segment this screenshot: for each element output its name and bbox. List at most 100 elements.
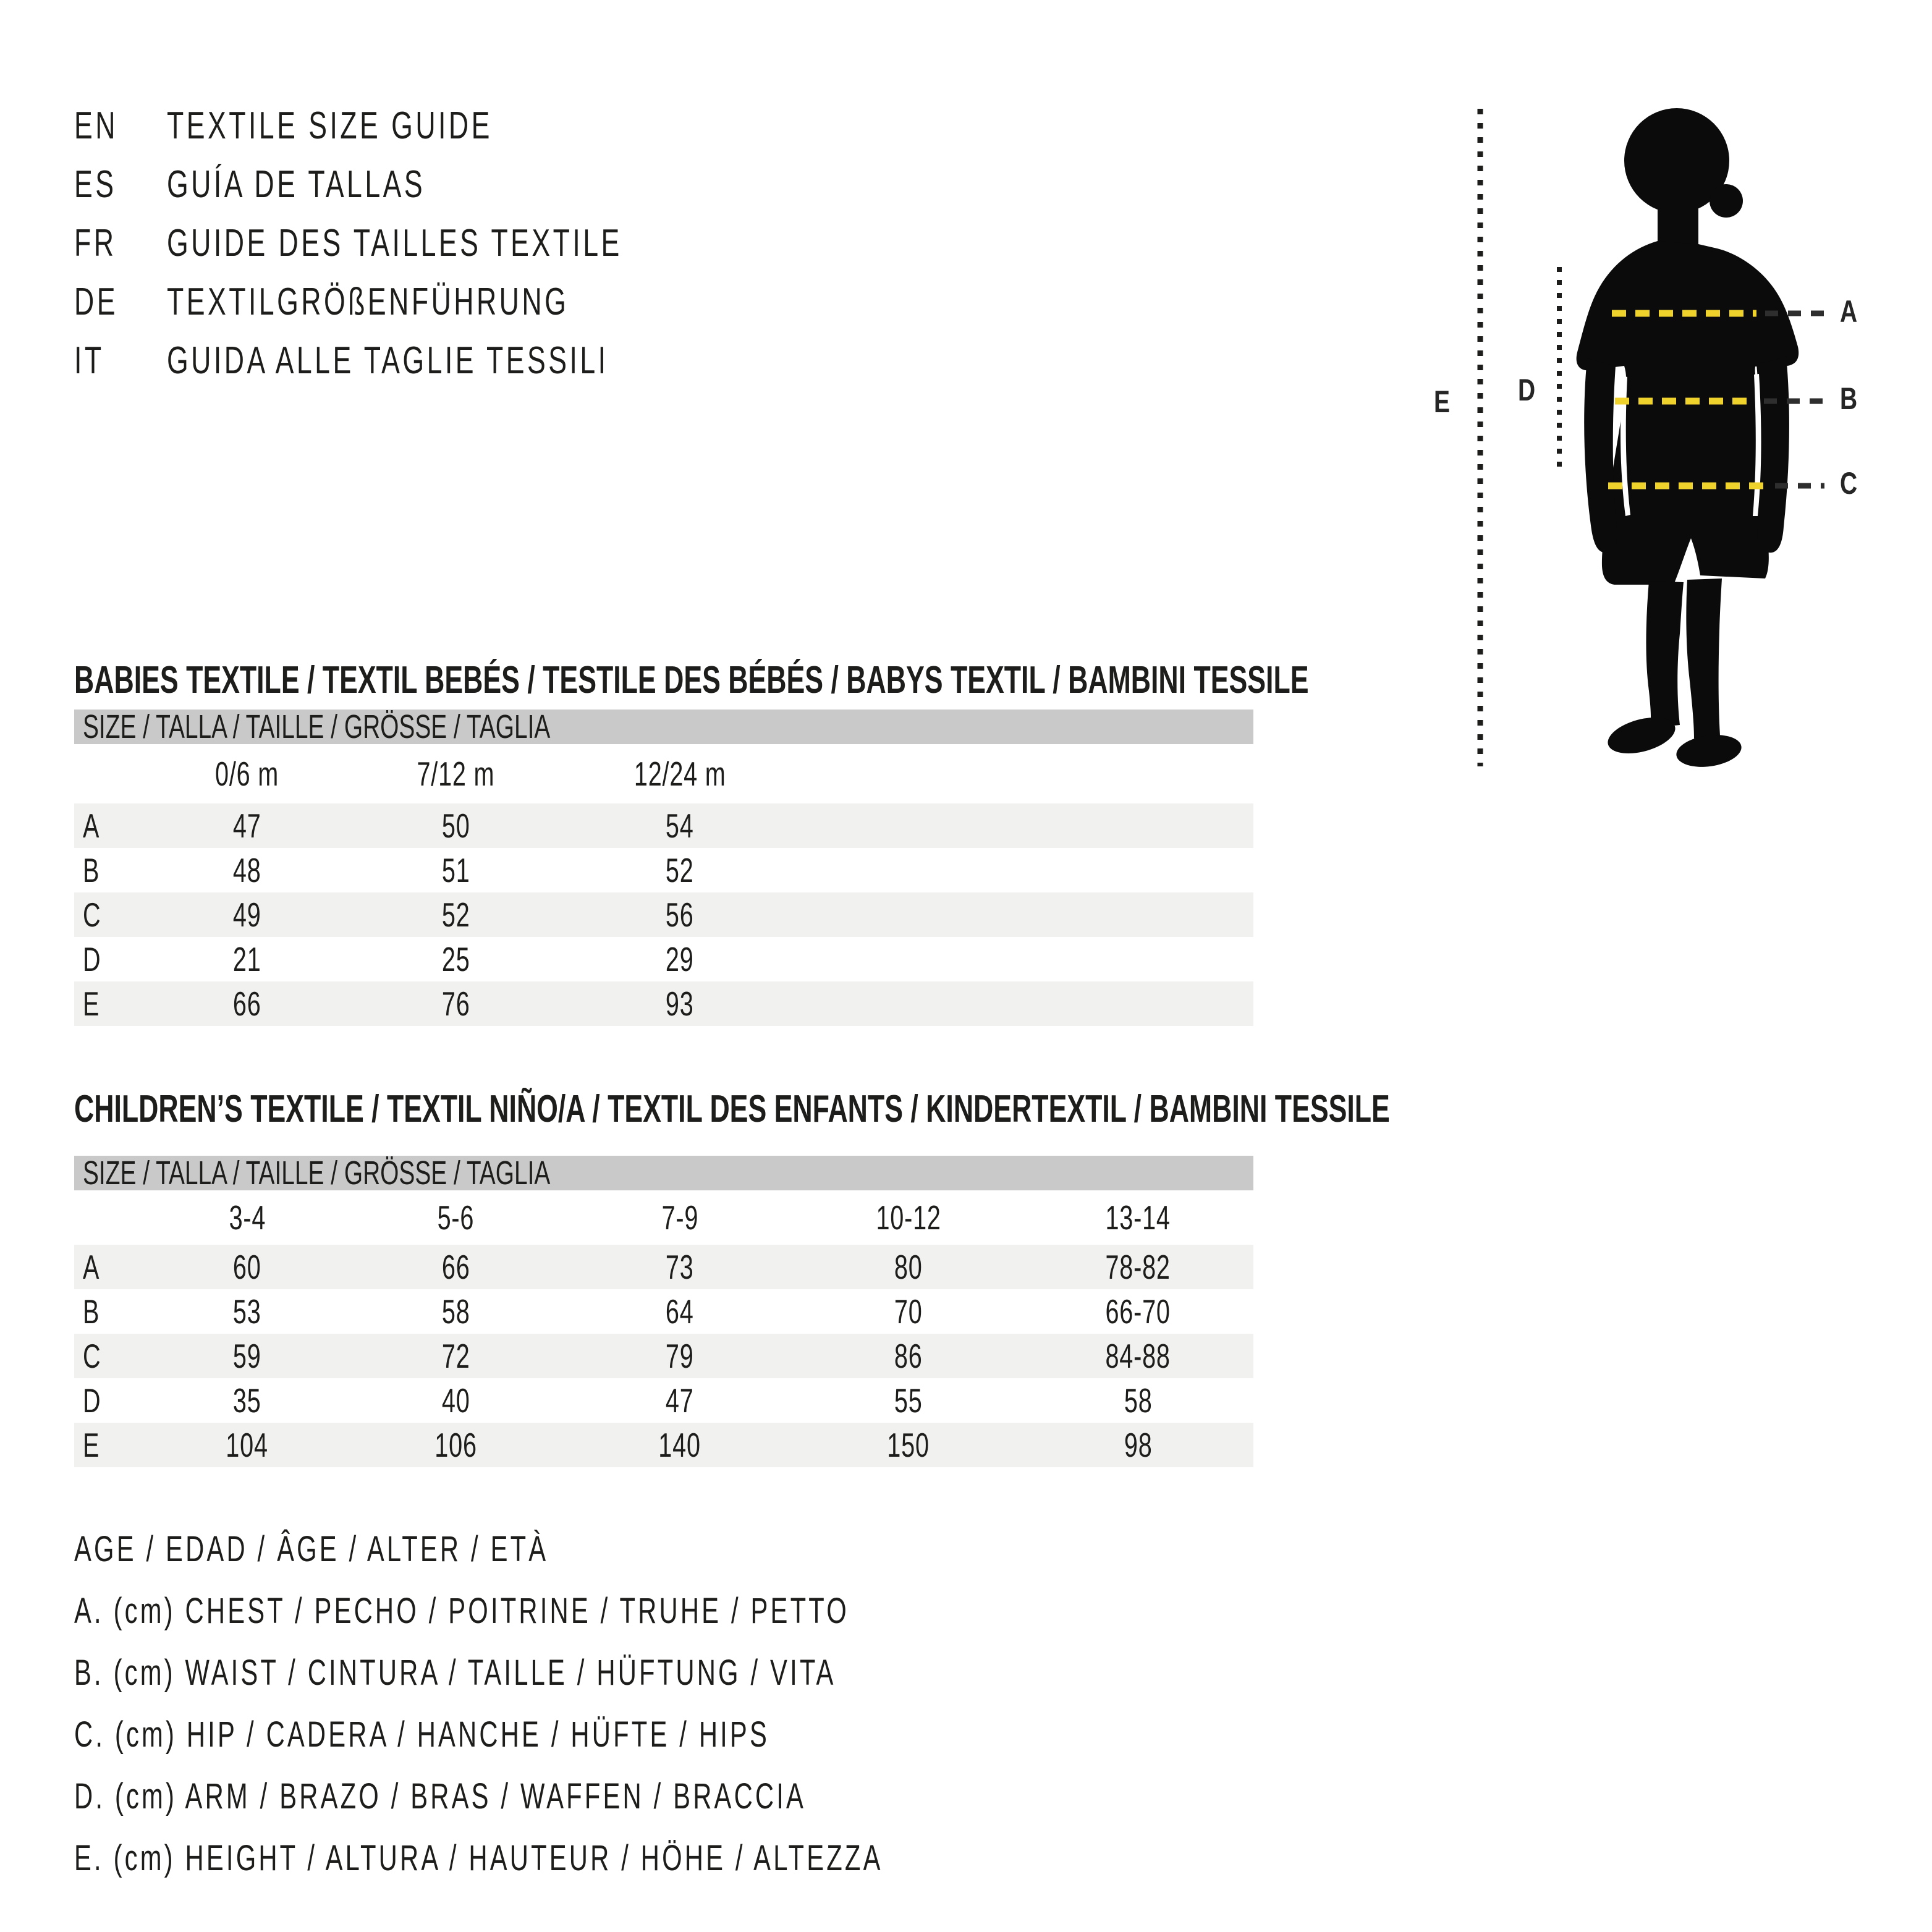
legend-waist: B. (cm) WAIST / CINTURA / TAILLE / HÜFTU… bbox=[74, 1652, 836, 1693]
chest-measure-line-a: A bbox=[1612, 294, 1857, 329]
child-silhouette bbox=[1576, 108, 1799, 767]
table-value: 78-82 bbox=[1105, 1248, 1171, 1286]
child-measurement-figure: E D A B bbox=[1434, 108, 1857, 767]
table-value: 56 bbox=[666, 896, 694, 934]
hip-label-c: C bbox=[1840, 465, 1857, 501]
row-label: E bbox=[83, 1426, 100, 1464]
guide-title-fr: GUIDE DES TAILLES TEXTILE bbox=[167, 222, 622, 265]
table-value: 29 bbox=[666, 940, 694, 978]
table-value: 55 bbox=[894, 1381, 923, 1420]
legend-height: E. (cm) HEIGHT / ALTURA / HAUTEUR / HÖHE… bbox=[74, 1837, 883, 1878]
left-leg bbox=[1646, 581, 1684, 728]
table-value: 86 bbox=[894, 1337, 923, 1375]
table-value: 52 bbox=[666, 851, 694, 889]
table-value: 84-88 bbox=[1105, 1337, 1171, 1375]
table-row: D 35 40 47 55 58 bbox=[74, 1378, 1253, 1423]
children-size-table: SIZE / TALLA / TAILLE / GRÖSSE / TAGLIA … bbox=[74, 1155, 1253, 1467]
right-arm bbox=[1756, 356, 1789, 553]
table-value: 21 bbox=[233, 940, 261, 978]
table-value: 93 bbox=[666, 985, 694, 1023]
right-leg bbox=[1686, 578, 1722, 739]
column-header: 3-4 bbox=[229, 1198, 266, 1237]
table-value: 48 bbox=[233, 851, 261, 889]
table-value: 47 bbox=[666, 1381, 694, 1420]
table-row: A 60 66 73 80 78-82 bbox=[74, 1245, 1253, 1289]
row-label: C bbox=[83, 1337, 101, 1375]
table-value: 53 bbox=[233, 1292, 261, 1331]
table-value: 76 bbox=[441, 985, 470, 1023]
table-value: 64 bbox=[666, 1292, 694, 1331]
row-label: A bbox=[83, 1248, 100, 1286]
table-row: E 104 106 140 150 98 bbox=[74, 1423, 1253, 1467]
table-value: 140 bbox=[658, 1426, 701, 1464]
chest-label-a: A bbox=[1840, 294, 1857, 329]
row-label: D bbox=[83, 940, 101, 978]
table-value: 73 bbox=[666, 1248, 694, 1286]
guide-title-it: GUIDA ALLE TAGLIE TESSILI bbox=[167, 339, 609, 382]
table-value: 98 bbox=[1124, 1426, 1153, 1464]
language-code: ES bbox=[74, 163, 117, 206]
column-header: 12/24 m bbox=[633, 755, 726, 793]
legend-age: AGE / EDAD / ÂGE / ALTER / ETÀ bbox=[74, 1528, 549, 1569]
table-value: 104 bbox=[226, 1426, 269, 1464]
children-section-title: CHILDREN’S TEXTILE / TEXTIL NIÑO/A / TEX… bbox=[74, 1087, 1390, 1130]
row-label: B bbox=[83, 851, 100, 889]
babies-age-column-headers: 0/6 m 7/12 m 12/24 m bbox=[74, 744, 1253, 803]
table-row: B 48 51 52 bbox=[74, 848, 1253, 892]
left-arm bbox=[1584, 358, 1617, 553]
measurement-legend: AGE / EDAD / ÂGE / ALTER / ETÀ A. (cm) C… bbox=[74, 1518, 1198, 1889]
row-label: D bbox=[83, 1381, 101, 1420]
table-value: 60 bbox=[233, 1248, 261, 1286]
guide-title-de: TEXTILGRÖßENFÜHRUNG bbox=[167, 281, 569, 323]
legend-chest: A. (cm) CHEST / PECHO / POITRINE / TRUHE… bbox=[74, 1590, 849, 1631]
language-row-de: DE TEXTILGRÖßENFÜHRUNG bbox=[74, 273, 799, 331]
column-header: 13-14 bbox=[1105, 1198, 1171, 1237]
babies-section-title: BABIES TEXTILE / TEXTIL BEBÉS / TESTILE … bbox=[74, 658, 1309, 701]
row-label: C bbox=[83, 896, 101, 934]
table-value: 58 bbox=[1124, 1381, 1153, 1420]
row-label: E bbox=[83, 985, 100, 1023]
language-code: IT bbox=[74, 339, 104, 382]
language-title-list: EN TEXTILE SIZE GUIDE ES GUÍA DE TALLAS … bbox=[74, 96, 799, 390]
language-row-fr: FR GUIDE DES TAILLES TEXTILE bbox=[74, 214, 799, 273]
table-value: 58 bbox=[441, 1292, 470, 1331]
legend-arm: D. (cm) ARM / BRAZO / BRAS / WAFFEN / BR… bbox=[74, 1776, 807, 1816]
table-value: 79 bbox=[666, 1337, 694, 1375]
column-header: 10-12 bbox=[876, 1198, 941, 1237]
table-value: 47 bbox=[233, 807, 261, 845]
table-value: 50 bbox=[441, 807, 470, 845]
arm-torso-gap-left bbox=[1621, 376, 1630, 516]
waist-measure-line-b: B bbox=[1615, 381, 1857, 416]
left-shoe bbox=[1608, 718, 1676, 753]
table-value: 25 bbox=[441, 940, 470, 978]
waist-label-b: B bbox=[1840, 381, 1857, 416]
children-size-header-bar: SIZE / TALLA / TAILLE / GRÖSSE / TAGLIA bbox=[74, 1155, 1253, 1192]
children-age-column-headers: 3-4 5-6 7-9 10-12 13-14 bbox=[74, 1190, 1253, 1245]
table-value: 66-70 bbox=[1105, 1292, 1171, 1331]
guide-title-es: GUÍA DE TALLAS bbox=[167, 163, 426, 206]
language-code: FR bbox=[74, 222, 117, 265]
table-value: 72 bbox=[441, 1337, 470, 1375]
table-value: 49 bbox=[233, 896, 261, 934]
table-row: B 53 58 64 70 66-70 bbox=[74, 1289, 1253, 1334]
hip-measure-line-c: C bbox=[1608, 465, 1857, 501]
table-value: 52 bbox=[441, 896, 470, 934]
row-label: B bbox=[83, 1292, 100, 1331]
column-header: 7/12 m bbox=[417, 755, 495, 793]
table-value: 66 bbox=[441, 1248, 470, 1286]
language-code: EN bbox=[74, 104, 118, 147]
table-value: 150 bbox=[887, 1426, 930, 1464]
right-shoe bbox=[1676, 735, 1742, 767]
babies-size-table: SIZE / TALLA / TAILLE / GRÖSSE / TAGLIA … bbox=[74, 708, 1253, 1026]
table-row: C 49 52 56 bbox=[74, 892, 1253, 937]
language-row-es: ES GUÍA DE TALLAS bbox=[74, 155, 799, 214]
height-label-e: E bbox=[1434, 384, 1450, 419]
table-value: 40 bbox=[441, 1381, 470, 1420]
table-value: 70 bbox=[894, 1292, 923, 1331]
arm-label-d: D bbox=[1518, 372, 1535, 407]
column-header: 5-6 bbox=[437, 1198, 475, 1237]
babies-size-header-bar: SIZE / TALLA / TAILLE / GRÖSSE / TAGLIA bbox=[74, 708, 1253, 745]
table-value: 54 bbox=[666, 807, 694, 845]
table-row: C 59 72 79 86 84-88 bbox=[74, 1334, 1253, 1378]
